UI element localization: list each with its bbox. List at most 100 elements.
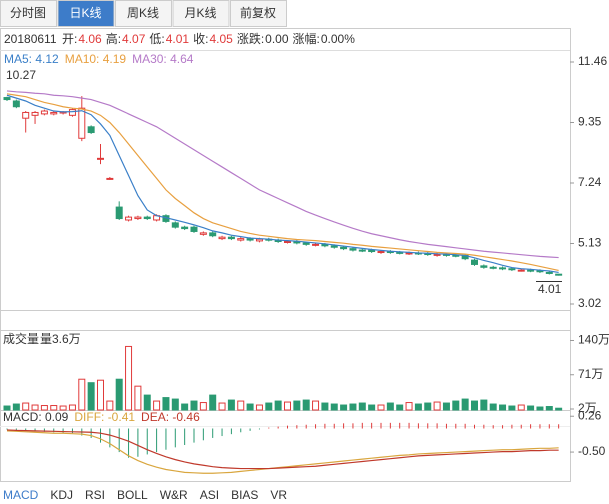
indicator-tab[interactable]: BOLL bbox=[117, 488, 148, 502]
candle-body bbox=[3, 97, 11, 101]
volume-bar bbox=[162, 397, 170, 411]
tab[interactable] bbox=[57, 0, 115, 27]
indicator-tab[interactable]: ASI bbox=[200, 488, 219, 502]
ma-line bbox=[6, 93, 559, 272]
candle-body bbox=[12, 100, 20, 108]
candle-body bbox=[508, 268, 516, 271]
volume-bar bbox=[209, 394, 217, 411]
info-value: 4.05 bbox=[209, 32, 233, 46]
volume-bar bbox=[199, 402, 207, 411]
info-label: 低: bbox=[149, 32, 164, 46]
volume-bar bbox=[527, 405, 535, 411]
volume-bar bbox=[321, 402, 329, 411]
candle-body bbox=[555, 273, 563, 276]
tab[interactable] bbox=[172, 0, 230, 27]
legend-entry: MACD: 0.09 bbox=[3, 410, 69, 424]
volume-bar bbox=[181, 403, 189, 411]
low-annotation: 4.01 bbox=[538, 282, 562, 296]
candle-body bbox=[312, 243, 320, 246]
candle-body bbox=[87, 126, 95, 134]
indicator-tab[interactable]: BIAS bbox=[231, 488, 258, 502]
volume-bar bbox=[246, 403, 254, 411]
y-tick-label: 2万 bbox=[578, 401, 597, 415]
y-tick-label: 11.46 bbox=[578, 54, 607, 68]
info-value: 0.00 bbox=[265, 32, 289, 46]
volume-bar bbox=[433, 401, 441, 411]
info-label: 开: bbox=[62, 32, 77, 46]
volume-bar bbox=[190, 400, 198, 411]
tab-label[interactable]: 分时图 bbox=[10, 6, 46, 20]
volume-bar bbox=[508, 405, 516, 411]
indicator-tab[interactable]: RSI bbox=[85, 488, 105, 502]
tab[interactable] bbox=[0, 0, 57, 27]
volume-bar bbox=[171, 398, 179, 411]
y-tick-label: 0.26 bbox=[578, 408, 602, 422]
volume-bar bbox=[40, 405, 48, 411]
macd-line bbox=[6, 429, 559, 470]
info-value: 0.00% bbox=[321, 32, 355, 46]
tab-label[interactable]: 日K线 bbox=[69, 6, 101, 20]
indicator-tab[interactable]: VR bbox=[270, 488, 287, 502]
volume-bar bbox=[302, 399, 310, 411]
volume-bar bbox=[489, 403, 497, 411]
tab[interactable] bbox=[230, 0, 287, 27]
volume-bar bbox=[340, 404, 348, 411]
candle-body bbox=[97, 157, 104, 160]
candle-body bbox=[255, 238, 263, 242]
candle-body bbox=[340, 246, 348, 250]
legend-entry: MA30: 4.64 bbox=[132, 52, 194, 66]
candle-body bbox=[218, 236, 226, 240]
tab[interactable] bbox=[115, 0, 172, 27]
candle-body bbox=[143, 216, 151, 220]
volume-bar bbox=[255, 404, 263, 411]
info-label: 涨幅: bbox=[293, 31, 320, 46]
volume-bar bbox=[106, 400, 114, 411]
candle-body bbox=[358, 249, 366, 252]
candle-body bbox=[181, 226, 189, 230]
candle-body bbox=[302, 242, 310, 245]
info-value: 4.07 bbox=[122, 32, 146, 46]
volume-bar bbox=[143, 394, 151, 411]
candle-body bbox=[349, 248, 357, 251]
frame bbox=[0, 28, 571, 482]
y-tick-label: 5.13 bbox=[578, 236, 602, 250]
volume-bar bbox=[265, 402, 273, 411]
info-value: 4.06 bbox=[78, 32, 102, 46]
tab-label[interactable]: 周K线 bbox=[127, 6, 159, 20]
indicator-tab[interactable]: KDJ bbox=[50, 488, 73, 502]
volume-bar bbox=[396, 404, 404, 411]
candle-body bbox=[134, 216, 142, 220]
volume-bar bbox=[12, 403, 20, 411]
candle-body bbox=[40, 110, 48, 115]
candle-body bbox=[480, 265, 488, 268]
volume-bar bbox=[442, 402, 450, 411]
info-value: 4.01 bbox=[166, 32, 190, 46]
tab-label[interactable]: 月K线 bbox=[184, 6, 216, 20]
candle-body bbox=[68, 109, 76, 116]
indicator-tab[interactable]: MACD bbox=[3, 488, 39, 502]
legend-entry: DEA: -0.46 bbox=[141, 410, 200, 424]
volume-bar bbox=[22, 402, 30, 411]
tab-label[interactable]: 前复权 bbox=[240, 5, 276, 20]
volume-bar bbox=[452, 400, 460, 411]
volume-bar bbox=[555, 407, 563, 411]
volume-bar bbox=[153, 400, 161, 411]
candle-body bbox=[527, 269, 535, 272]
candle-body bbox=[125, 216, 133, 221]
volume-bar bbox=[284, 401, 291, 411]
candle-body bbox=[199, 232, 207, 235]
candle-body bbox=[31, 111, 39, 116]
candle-body bbox=[209, 232, 217, 237]
volume-bar bbox=[50, 405, 58, 411]
volume-bar bbox=[377, 404, 385, 411]
candle-body bbox=[517, 269, 525, 272]
legend-entry: MA10: 4.19 bbox=[65, 52, 127, 66]
volume-bar bbox=[545, 406, 553, 411]
volume-bar bbox=[78, 378, 86, 411]
volume-bar bbox=[97, 379, 104, 411]
candle-body bbox=[489, 266, 497, 269]
candle-body bbox=[171, 222, 179, 228]
indicator-tab[interactable]: W&R bbox=[160, 488, 188, 502]
volume-bar bbox=[68, 404, 76, 411]
